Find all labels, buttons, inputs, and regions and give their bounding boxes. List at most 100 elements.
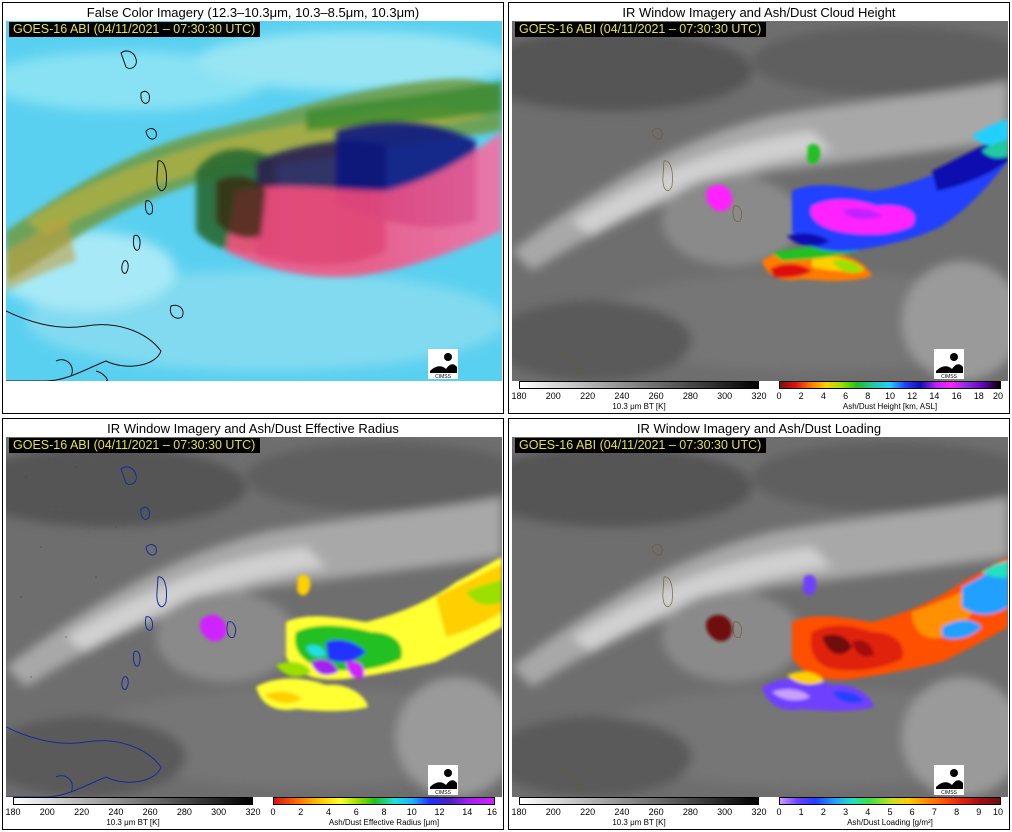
tick-label: 16 (951, 391, 962, 401)
colorbar-ir-strip (519, 797, 759, 805)
tick-label: 220 (580, 807, 596, 817)
colorbar-radius-strip (273, 797, 495, 805)
tick-label: 6 (353, 807, 359, 817)
tick-label: 0 (776, 807, 782, 817)
tick-label: 220 (580, 391, 596, 401)
tick-label: 220 (74, 807, 90, 817)
colorbar-ir-label: 10.3 μm BT [K] (106, 818, 160, 827)
ash-height-image: GOES-16 ABI (04/11/2021 – 07:30:30 UTC) … (512, 21, 1008, 381)
ash-loading-map (512, 437, 1008, 797)
tick-label: 12 (907, 391, 918, 401)
panel-title: IR Window Imagery and Ash/Dust Loading (636, 421, 882, 436)
panel-ash-height: IR Window Imagery and Ash/Dust Cloud Hei… (508, 2, 1010, 414)
tick-label: 6 (843, 391, 849, 401)
tick-label: 10 (992, 807, 1004, 817)
colorbar-ir: 180 200 220 240 260 280 300 320 10.3 μm … (511, 797, 767, 829)
tick-label: 300 (211, 807, 227, 817)
tick-label: 10 (884, 391, 896, 401)
tick-label: 320 (245, 807, 261, 817)
tick-label: 260 (648, 391, 664, 401)
colorbar-loading-ticks: 0 1 2 3 4 5 6 7 8 9 10 (776, 807, 1004, 819)
tick-label: 12 (434, 807, 445, 817)
colorbar-ir: 180 200 220 240 260 280 300 320 10.3 μm … (5, 797, 261, 829)
tick-label: 200 (545, 391, 561, 401)
tick-label: 0 (270, 807, 276, 817)
colorbar-ir: 180 200 220 240 260 280 300 320 10.3 μm … (511, 381, 767, 413)
colorbar-ir-label: 10.3 μm BT [K] (612, 818, 666, 827)
ash-radius-map (6, 437, 502, 797)
panel-title: IR Window Imagery and Ash/Dust Effective… (107, 421, 399, 436)
cimss-logo-icon: CIMSS (934, 765, 964, 795)
logo-group: CIMSS (428, 349, 498, 379)
logo-group: CIMSS (934, 349, 1004, 379)
tick-label: 8 (954, 807, 960, 817)
tick-label: 14 (929, 391, 940, 401)
tick-label: 180 (511, 807, 527, 817)
tick-label: 1 (798, 807, 804, 817)
logo-group: CIMSS (428, 765, 498, 795)
ash-loading-image: GOES-16 ABI (04/11/2021 – 07:30:30 UTC) … (512, 437, 1008, 797)
colorbar-ir-ticks: 180 200 220 240 260 280 300 320 (511, 807, 766, 819)
timestamp-label: GOES-16 ABI (04/11/2021 – 07:30:30 UTC) (9, 22, 261, 37)
svg-text:CIMSS: CIMSS (435, 374, 452, 379)
tick-label: 320 (751, 391, 767, 401)
tick-label: 14 (462, 807, 473, 817)
colorbar-height-ticks: 0 2 4 6 8 10 12 14 16 18 20 (776, 391, 1003, 403)
tick-label: 18 (973, 391, 984, 401)
colorbar-ir-strip (519, 381, 759, 389)
tick-label: 8 (381, 807, 387, 817)
colorbar-ir-ticks: 180 200 220 240 260 280 300 320 (511, 391, 766, 403)
tick-label: 4 (325, 807, 332, 817)
tick-label: 3 (843, 807, 849, 817)
colorbar-ir-ticks: 180 200 220 240 260 280 300 320 (5, 807, 260, 819)
cimss-logo-icon: CIMSS (428, 765, 458, 795)
tick-label: 180 (5, 807, 21, 817)
tick-label: 280 (682, 807, 698, 817)
svg-text:CIMSS: CIMSS (941, 374, 958, 379)
colorbar-radius: 0 2 4 6 8 10 12 14 16 Ash/Dust Effective… (270, 797, 498, 829)
colorbar-ir-label: 10.3 μm BT [K] (612, 402, 666, 411)
tick-label: 260 (142, 807, 158, 817)
tick-label: 16 (486, 807, 498, 817)
tick-label: 7 (931, 807, 937, 817)
timestamp-label: GOES-16 ABI (04/11/2021 – 07:30:30 UTC) (9, 438, 261, 453)
colorbar-ir-strip (13, 797, 253, 805)
panel-ash-loading: IR Window Imagery and Ash/Dust Loading (508, 418, 1010, 830)
tick-label: 240 (614, 807, 630, 817)
tick-label: 2 (798, 391, 804, 401)
tick-label: 4 (865, 807, 871, 817)
logo-group: CIMSS (934, 765, 1004, 795)
ash-radius-image: GOES-16 ABI (04/11/2021 – 07:30:30 UTC) … (6, 437, 502, 797)
colorbar-loading-label: Ash/Dust Loading [g/m²] (847, 818, 933, 827)
tick-label: 2 (820, 807, 826, 817)
panel-title: IR Window Imagery and Ash/Dust Cloud Hei… (622, 5, 896, 20)
tick-label: 200 (39, 807, 55, 817)
tick-label: 4 (820, 391, 826, 401)
cimss-logo-icon: CIMSS (934, 349, 964, 379)
tick-label: 240 (614, 391, 630, 401)
colorbar-loading: 0 1 2 3 4 5 6 7 8 9 10 Ash/Dust Loading … (776, 797, 1004, 829)
svg-text:CIMSS: CIMSS (435, 790, 452, 795)
tick-label: 8 (865, 391, 871, 401)
timestamp-label: GOES-16 ABI (04/11/2021 – 07:30:30 UTC) (515, 438, 767, 453)
cimss-logo-icon: CIMSS (428, 349, 458, 379)
tick-label: 6 (909, 807, 915, 817)
tick-label: 300 (717, 391, 733, 401)
false-color-image: GOES-16 ABI (04/11/2021 – 07:30:30 UTC) … (6, 21, 502, 381)
tick-label: 280 (682, 391, 698, 401)
colorbar-height-label: Ash/Dust Height [km, ASL] (842, 402, 938, 411)
colorbar-loading-strip (779, 797, 1001, 805)
tick-label: 280 (176, 807, 192, 817)
ash-height-map (512, 21, 1008, 381)
colorbar-height-strip (779, 381, 1001, 389)
tick-label: 320 (751, 807, 767, 817)
colorbar-radius-ticks: 0 2 4 6 8 10 12 14 16 (270, 807, 498, 819)
tick-label: 240 (108, 807, 124, 817)
panel-false-color: False Color Imagery (12.3–10.3μm, 10.3–8… (2, 2, 504, 414)
tick-label: 180 (511, 391, 527, 401)
timestamp-label: GOES-16 ABI (04/11/2021 – 07:30:30 UTC) (515, 22, 767, 37)
colorbar-radius-label: Ash/Dust Effective Radius [μm] (328, 818, 440, 827)
tick-label: 0 (776, 391, 782, 401)
tick-label: 260 (648, 807, 664, 817)
svg-text:CIMSS: CIMSS (941, 790, 958, 795)
